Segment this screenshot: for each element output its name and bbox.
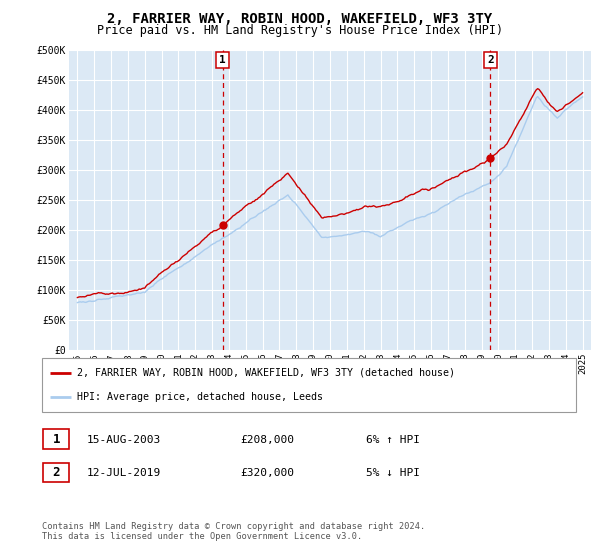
FancyBboxPatch shape (42, 358, 576, 412)
Text: 2: 2 (487, 55, 494, 65)
Text: 6% ↑ HPI: 6% ↑ HPI (366, 435, 420, 445)
Text: 2: 2 (53, 466, 60, 479)
Text: 2, FARRIER WAY, ROBIN HOOD, WAKEFIELD, WF3 3TY: 2, FARRIER WAY, ROBIN HOOD, WAKEFIELD, W… (107, 12, 493, 26)
Text: Price paid vs. HM Land Registry's House Price Index (HPI): Price paid vs. HM Land Registry's House … (97, 24, 503, 36)
FancyBboxPatch shape (43, 430, 70, 449)
Text: £208,000: £208,000 (240, 435, 294, 445)
Text: 15-AUG-2003: 15-AUG-2003 (87, 435, 161, 445)
Text: £320,000: £320,000 (240, 468, 294, 478)
Text: 1: 1 (53, 432, 60, 446)
Text: 2, FARRIER WAY, ROBIN HOOD, WAKEFIELD, WF3 3TY (detached house): 2, FARRIER WAY, ROBIN HOOD, WAKEFIELD, W… (77, 368, 455, 378)
Text: 12-JUL-2019: 12-JUL-2019 (87, 468, 161, 478)
Text: 1: 1 (219, 55, 226, 65)
Text: 5% ↓ HPI: 5% ↓ HPI (366, 468, 420, 478)
Text: Contains HM Land Registry data © Crown copyright and database right 2024.
This d: Contains HM Land Registry data © Crown c… (42, 522, 425, 542)
FancyBboxPatch shape (43, 463, 70, 482)
Text: HPI: Average price, detached house, Leeds: HPI: Average price, detached house, Leed… (77, 392, 323, 402)
